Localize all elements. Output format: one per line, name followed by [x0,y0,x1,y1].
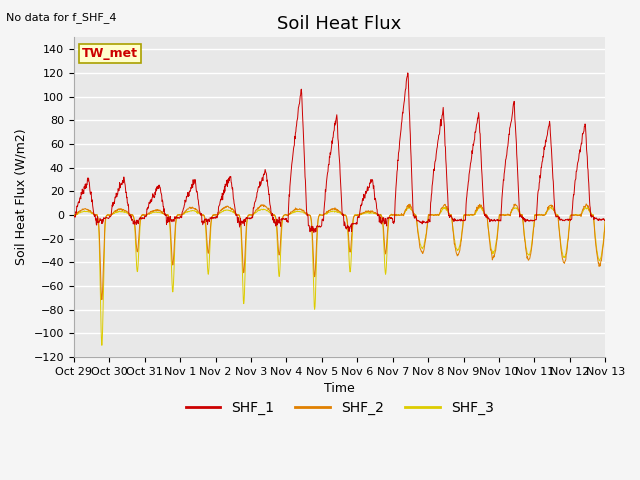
SHF_2 [422,232,430,238]
SHF_1 [539,154,547,159]
SHF_2 [189,204,196,210]
SHF_1 [175,216,183,221]
Line: SHF_1: SHF_1 [74,73,605,232]
SHF_2 [248,212,255,218]
Line: SHF_2: SHF_2 [74,204,605,300]
SHF_3 [98,342,106,348]
SHF_1 [248,215,255,221]
Text: No data for f_SHF_4: No data for f_SHF_4 [6,12,117,23]
SHF_3 [492,240,500,245]
SHF_3 [476,204,484,210]
Legend: SHF_1, SHF_2, SHF_3: SHF_1, SHF_2, SHF_3 [180,395,499,420]
SHF_1 [404,70,412,76]
SHF_2 [98,297,106,302]
SHF_1 [492,217,500,223]
Line: SHF_3: SHF_3 [74,207,605,345]
SHF_2 [492,248,499,253]
SHF_1 [602,216,609,222]
Text: TW_met: TW_met [82,47,138,60]
SHF_2 [539,213,547,218]
SHF_3 [422,231,430,237]
SHF_3 [189,207,196,213]
SHF_3 [175,212,183,218]
SHF_2 [70,211,77,217]
SHF_1 [423,219,431,225]
SHF_3 [539,212,547,218]
SHF_1 [310,229,317,235]
SHF_1 [70,213,77,219]
SHF_3 [248,213,255,218]
SHF_1 [188,181,196,187]
Title: Soil Heat Flux: Soil Heat Flux [278,15,402,33]
SHF_2 [582,201,590,207]
SHF_2 [175,212,183,217]
X-axis label: Time: Time [324,382,355,396]
Y-axis label: Soil Heat Flux (W/m2): Soil Heat Flux (W/m2) [15,129,28,265]
SHF_3 [70,212,77,217]
SHF_2 [602,216,609,222]
SHF_3 [602,216,609,221]
